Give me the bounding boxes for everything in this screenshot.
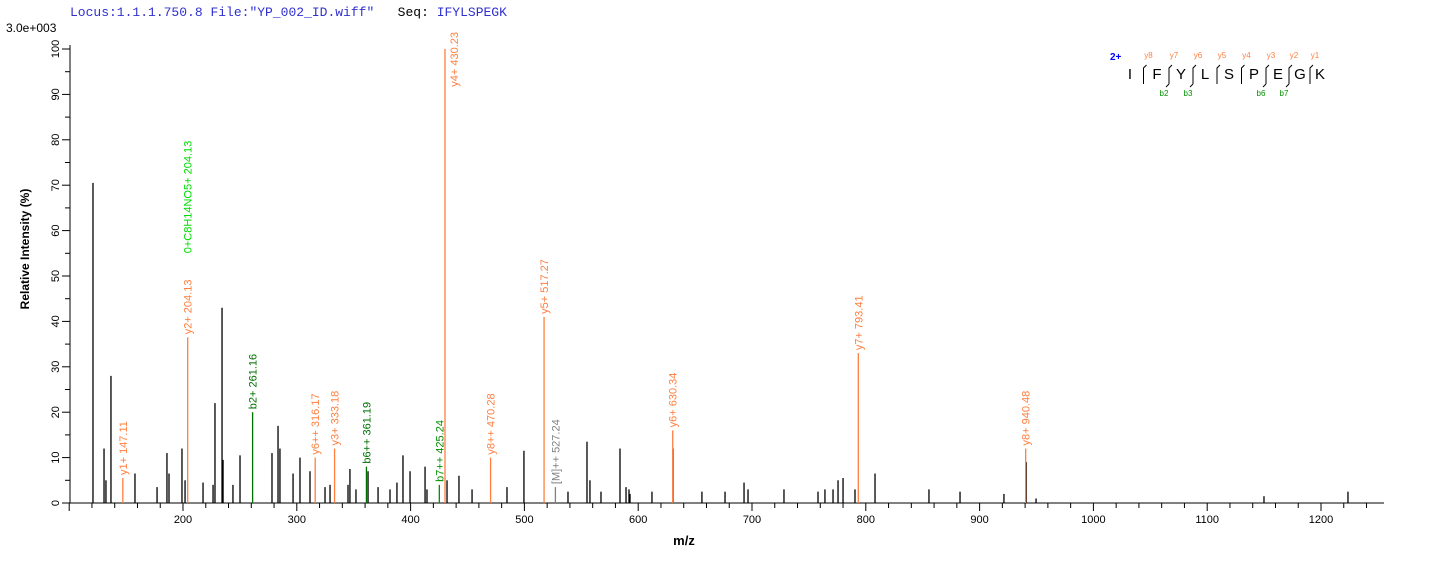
cleavage-marker: [1288, 64, 1293, 84]
x-tick-label: 700: [743, 514, 761, 526]
b-ion-label: b7: [1280, 89, 1289, 98]
b-ion-label: b3: [1184, 89, 1193, 98]
x-tick-label: 800: [857, 514, 875, 526]
y-ion-label: y5: [1218, 51, 1227, 60]
cleavage-marker: [1241, 64, 1245, 84]
b-ion-marker: [1262, 83, 1267, 88]
cleavage-marker: [1265, 64, 1270, 84]
charge-state: 2+: [1110, 52, 1122, 63]
x-tick-label: 600: [629, 514, 647, 526]
b-ion-label: b2: [1160, 89, 1169, 98]
y-tick-label: 20: [50, 406, 62, 418]
x-axis-label: m/z: [673, 533, 695, 548]
peak-label: y8++ 470.28: [486, 393, 498, 454]
y-ion-label: y8: [1144, 51, 1153, 60]
x-tick-label: 300: [288, 514, 306, 526]
cleavage-marker: [1309, 64, 1314, 84]
peak-label: y8+ 940.48: [1021, 391, 1033, 446]
y-tick-label: 60: [50, 224, 62, 236]
y-tick-label: 40: [50, 315, 62, 327]
header: Locus:1.1.1.750.8 File:"YP_002_ID.wiff" …: [70, 5, 507, 20]
x-tick-label: 500: [515, 514, 533, 526]
peak-label: y6++ 316.17: [310, 393, 322, 454]
y-ion-label: y3: [1267, 51, 1276, 60]
y-tick-label: 80: [50, 134, 62, 146]
x-tick-label: 1100: [1195, 514, 1219, 526]
cleavage-marker: [1168, 64, 1173, 84]
peak-label: y4+ 430.23: [449, 32, 461, 87]
y-tick-label: 30: [50, 361, 62, 373]
cleavage-marker: [1192, 64, 1197, 84]
seq-label: Seq:: [397, 5, 429, 20]
b-ion-label: b6: [1257, 89, 1266, 98]
y-ion-label: y2: [1290, 51, 1299, 60]
residue: S: [1224, 66, 1234, 83]
peak-label: y1+ 147.11: [118, 421, 130, 475]
peak-label: b7++ 425.24: [434, 420, 446, 482]
x-tick-label: 1000: [1081, 514, 1105, 526]
y-tick-label: 10: [50, 451, 62, 463]
peak-label-extra: 0+C8H14NO5+ 204.13: [183, 141, 195, 254]
residue: K: [1315, 66, 1325, 83]
file-name: File:"YP_002_ID.wiff": [210, 5, 375, 20]
locus: Locus:1.1.1.750.8: [70, 5, 203, 20]
b-ion-marker: [1285, 83, 1290, 88]
y-ion-label: y7: [1170, 51, 1179, 60]
y-tick-label: 90: [50, 88, 62, 100]
peak-label: b2+ 261.16: [248, 354, 260, 409]
y-tick-label: 50: [50, 270, 62, 282]
x-tick-label: 1200: [1309, 514, 1333, 526]
residue: G: [1294, 66, 1306, 83]
peak-label: y3+ 333.18: [330, 391, 342, 446]
y-axis-label: Relative Intensity (%): [18, 189, 32, 310]
peak-label: y7+ 793.41: [853, 295, 865, 350]
cleavage-marker: [1143, 64, 1147, 84]
b-ion-marker: [1189, 83, 1194, 88]
b-ion-marker: [1165, 83, 1170, 88]
peak-label: y5+ 517.27: [539, 259, 551, 314]
peak-label: [M]++ 527.24: [550, 419, 562, 484]
scale-label: 3.0e+003: [6, 21, 57, 35]
cleavage-marker: [1216, 64, 1221, 84]
residue: P: [1249, 66, 1259, 83]
x-tick-label: 200: [174, 514, 192, 526]
residue: F: [1152, 66, 1161, 83]
sequence: IFYLSPEGK: [436, 5, 507, 20]
x-tick-label: 900: [970, 514, 988, 526]
y-ion-label: y4: [1242, 51, 1251, 60]
residue: L: [1201, 66, 1209, 83]
y-tick-label: 100: [50, 40, 62, 58]
residue: E: [1273, 66, 1283, 83]
x-tick-label: 400: [401, 514, 419, 526]
y-tick-label: 70: [50, 179, 62, 191]
peak-label: y2+ 204.13: [183, 280, 195, 335]
residue: I: [1128, 66, 1132, 83]
y-ion-label: y1: [1311, 51, 1320, 60]
residue: Y: [1176, 66, 1186, 83]
peak-label: b6++ 361.19: [361, 402, 373, 464]
y-ion-label: y6: [1194, 51, 1203, 60]
peak-label: y6+ 630.34: [668, 373, 680, 428]
y-tick-label: 0: [50, 500, 62, 506]
